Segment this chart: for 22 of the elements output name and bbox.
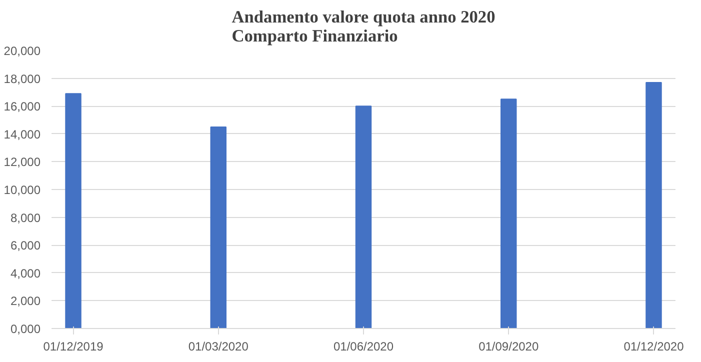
y-tick-label: 20,000 [4, 44, 41, 58]
y-tick-label: 18,000 [4, 72, 41, 86]
bar [210, 126, 226, 328]
chart-title: Andamento valore quota anno 2020 Comparto Finanziario [232, 8, 496, 46]
y-tick-label: 14,000 [4, 127, 41, 142]
x-tick-label: 01/03/2020 [188, 340, 249, 354]
x-tick-label: 01/09/2020 [478, 340, 539, 354]
bar [355, 106, 372, 328]
bar [500, 98, 517, 328]
y-tick-label: 4,000 [10, 266, 41, 280]
y-tick-label: 8,000 [10, 210, 41, 225]
y-tick-label: 12,000 [4, 155, 41, 170]
x-tick-label: 01/06/2020 [333, 340, 394, 354]
y-tick-label: 2,000 [10, 294, 41, 308]
x-tick-label: 01/12/2020 [624, 340, 684, 354]
x-tick-label: 01/12/2019 [43, 340, 104, 354]
bar [646, 82, 662, 328]
bar [65, 93, 82, 328]
y-tick-label: 16,000 [4, 100, 41, 114]
y-tick-label: 10,000 [4, 183, 41, 197]
y-tick-label: 6,000 [10, 238, 41, 253]
y-tick-label: 0,000 [10, 322, 41, 336]
